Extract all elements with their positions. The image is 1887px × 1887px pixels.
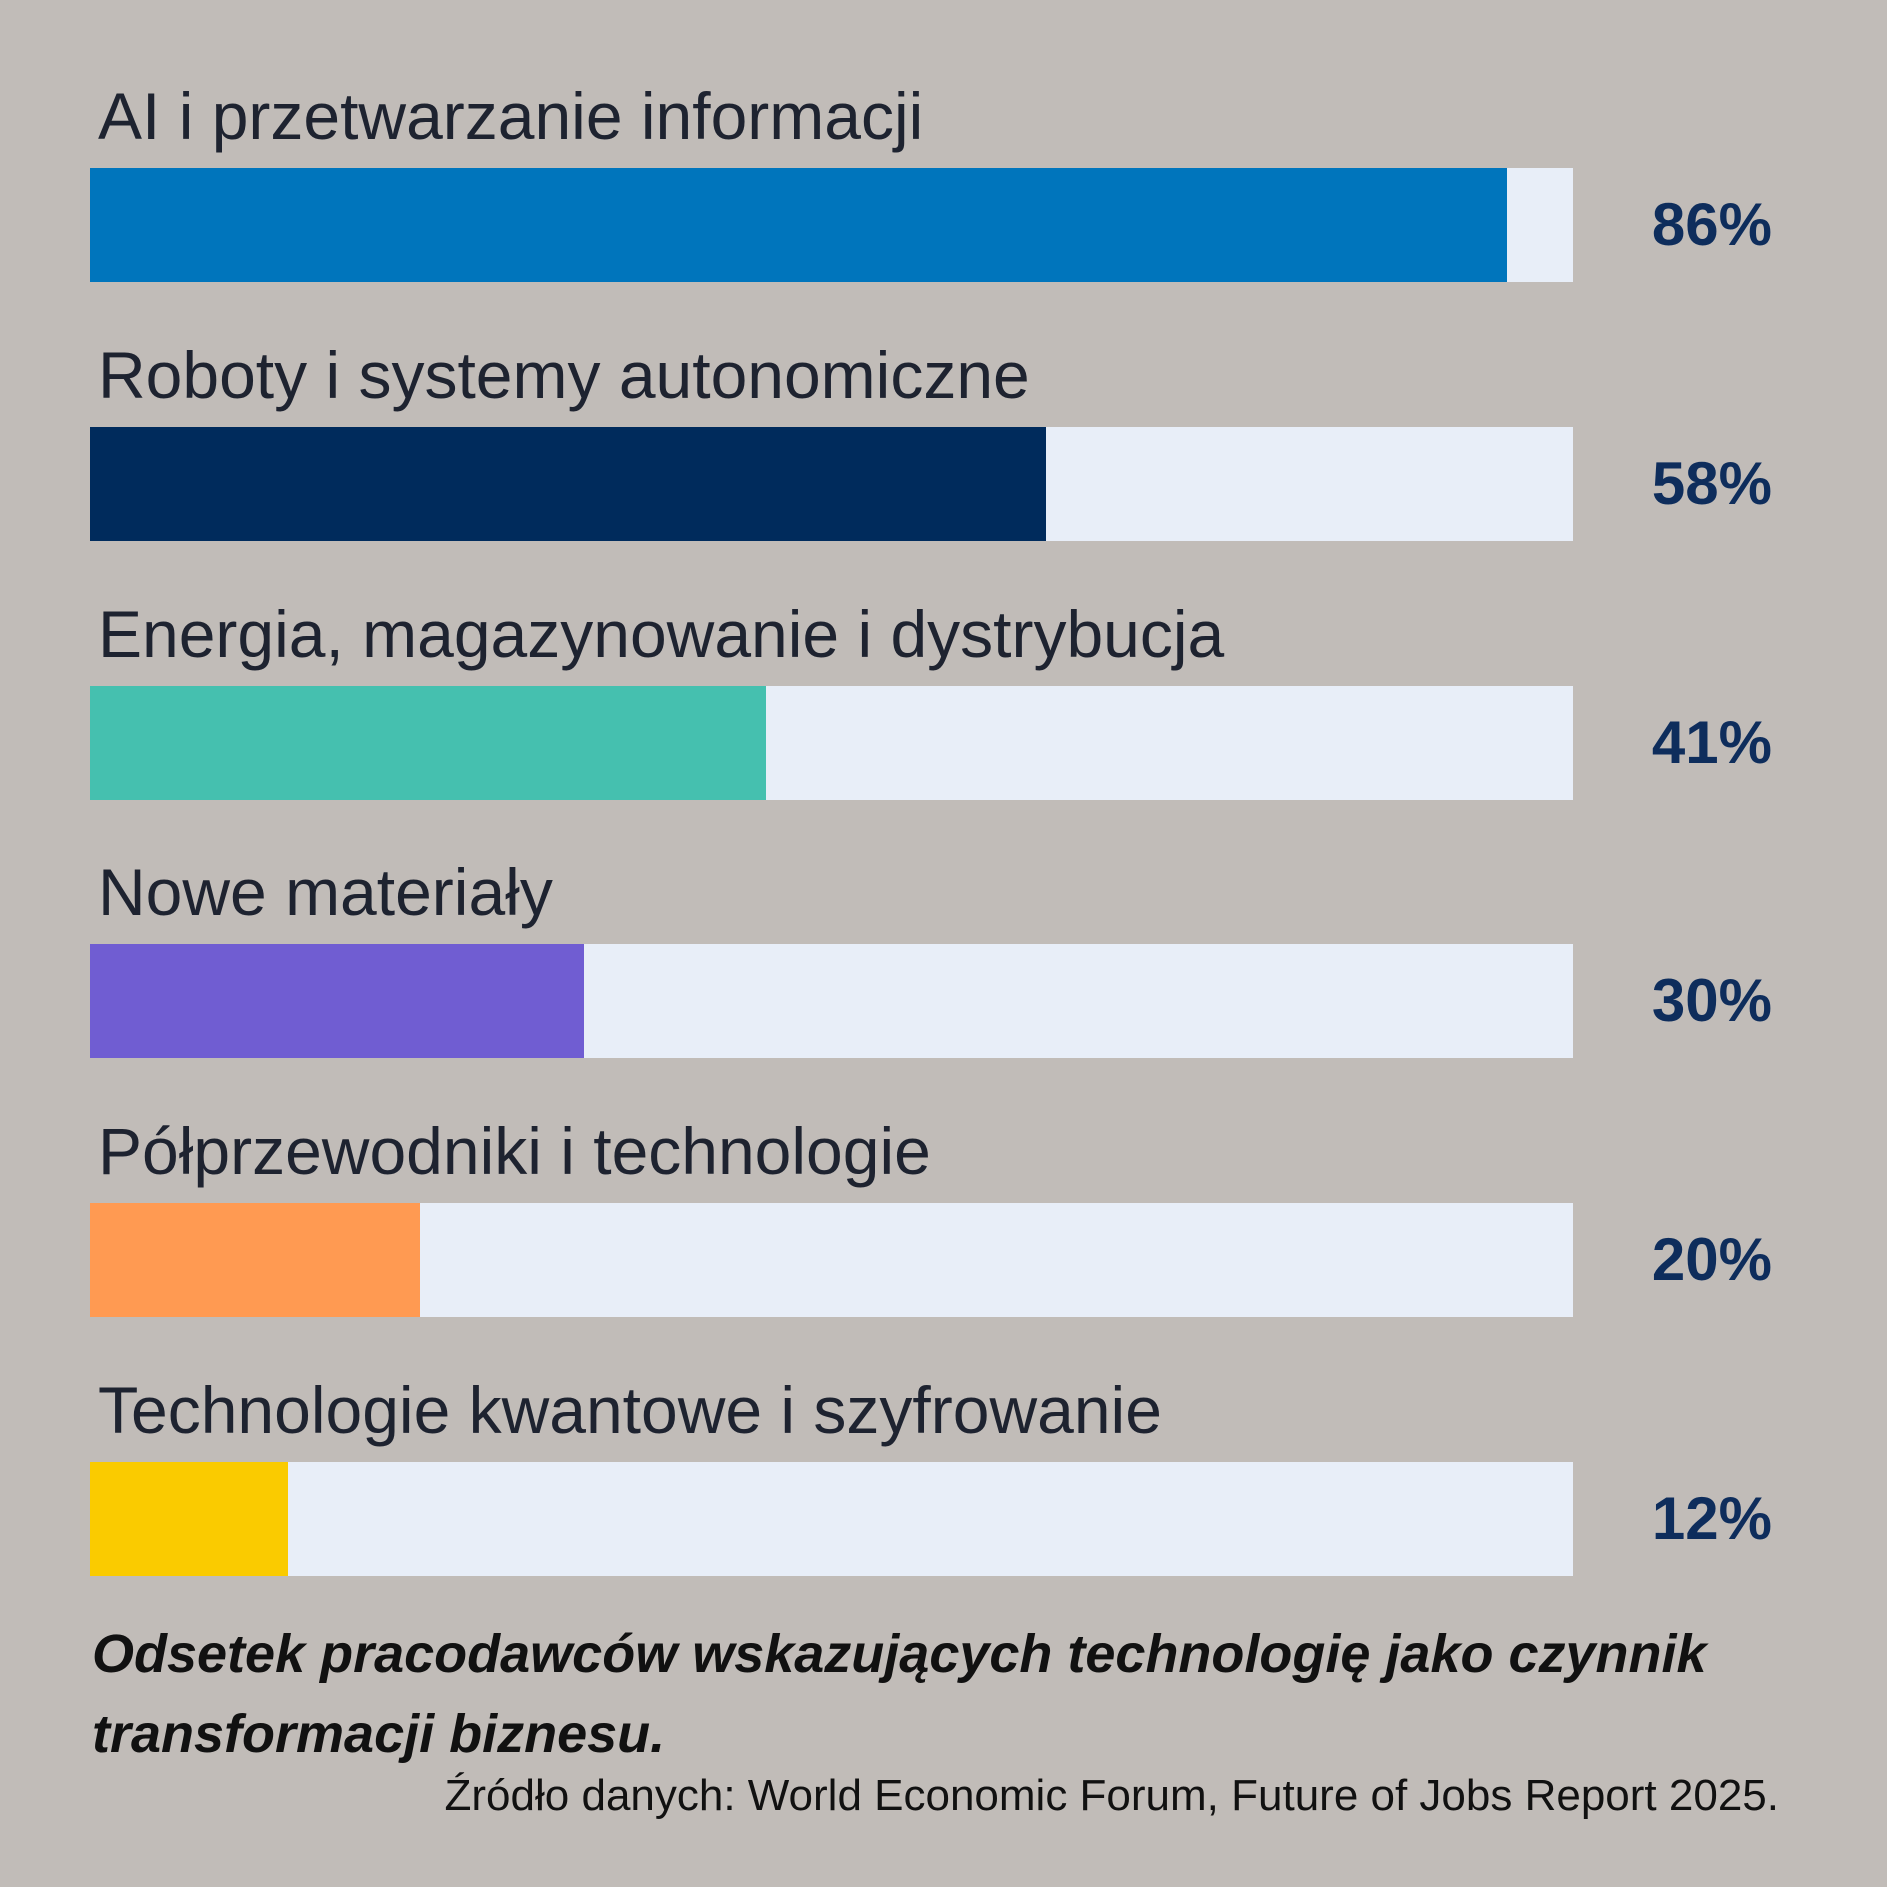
bar-row: Półprzewodniki i technologie 20% [0,1111,1887,1371]
category-label: Półprzewodniki i technologie [98,1114,931,1188]
bar-track [90,1462,1573,1576]
bar-row: Technologie kwantowe i szyfrowanie 12% [0,1370,1887,1630]
data-source: Źródło danych: World Economic Forum, Fut… [444,1771,1779,1820]
bar-track [90,168,1573,282]
bar-track [90,944,1573,1058]
value-label: 41% [1651,709,1772,776]
bar [90,427,1046,541]
bar [90,686,766,800]
value-label: 12% [1651,1485,1772,1552]
category-label: AI i przetwarzanie informacji [98,79,924,153]
category-label: Technologie kwantowe i szyfrowanie [98,1373,1162,1447]
bar [90,1462,288,1576]
bar-chart: AI i przetwarzanie informacji 86% Roboty i… [0,76,1887,1576]
bar [90,168,1507,282]
bar-row: Nowe materiały 30% [0,852,1887,1112]
value-label: 58% [1651,450,1772,517]
value-label: 20% [1651,1226,1772,1293]
bar-track [90,686,1573,800]
value-label: 30% [1651,967,1772,1034]
bar [90,944,584,1058]
category-label: Nowe materiały [98,855,553,929]
bar-row: Energia, magazynowanie i dystrybucja 41% [0,594,1887,854]
value-label: 86% [1651,191,1772,258]
category-label: Energia, magazynowanie i dystrybucja [98,597,1225,671]
bar-row: AI i przetwarzanie informacji 86% [0,76,1887,336]
bar-row: Roboty i systemy autonomiczne 58% [0,335,1887,595]
chart-caption: Odsetek pracodawców wskazujących technol… [92,1624,1707,1764]
bar [90,1203,420,1317]
bar-track [90,427,1573,541]
bar-track [90,1203,1573,1317]
category-label: Roboty i systemy autonomiczne [98,338,1030,412]
